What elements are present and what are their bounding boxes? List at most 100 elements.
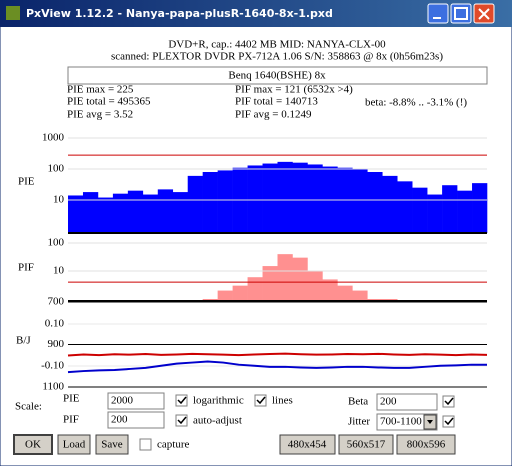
bar (232, 285, 248, 301)
panel-label: PIE (18, 176, 35, 188)
y-tick-label: 100 (48, 237, 65, 249)
y-tick-label: 100 (48, 163, 65, 175)
button-text: 560x517 (347, 439, 386, 451)
bar (262, 163, 278, 233)
y-tick-label: 10 (53, 265, 65, 277)
beta-line (67, 352, 488, 357)
button-text: Load (63, 439, 86, 451)
checkbox-label: capture (157, 439, 189, 451)
bar (68, 195, 84, 233)
bar (217, 290, 233, 301)
bar (277, 161, 293, 233)
capture-checkbox[interactable] (139, 438, 152, 451)
label: Jitter (348, 416, 370, 428)
ok-button[interactable] (13, 434, 53, 455)
bar (247, 165, 263, 233)
select[interactable] (376, 413, 438, 431)
bar (157, 189, 174, 233)
size-button[interactable] (338, 434, 394, 455)
button-text: 800x596 (407, 439, 446, 451)
size-button[interactable] (396, 434, 456, 455)
bar (112, 193, 129, 233)
bar (142, 194, 159, 233)
bar (247, 277, 263, 301)
y-tick-label: -0.10 (41, 360, 64, 372)
title-bar (0, 0, 512, 27)
size-button[interactable] (279, 434, 336, 455)
window-title: PxView 1.12.2 - Nanya-papa-plusR-1640-8x… (26, 7, 333, 20)
label: Beta (348, 396, 368, 408)
y-tick-label: 700 (48, 296, 65, 308)
button-text: Save (101, 439, 123, 451)
checkbox-label: logarithmic (193, 395, 244, 407)
panel-label: B/J (16, 335, 31, 347)
close-icon (478, 8, 490, 20)
save-button[interactable] (95, 434, 129, 455)
bar (217, 170, 233, 233)
bar (322, 279, 338, 301)
bar (127, 190, 144, 233)
bar (202, 172, 218, 233)
arrow-icon (427, 420, 433, 424)
y-tick-label: 0.10 (45, 318, 65, 330)
bar (292, 162, 308, 233)
stat: PIE max = 225 (67, 84, 134, 96)
scan-info: scanned: PLEXTOR DVDR PX-712A 1.06 S/N: … (111, 51, 443, 63)
bar (352, 169, 368, 233)
y-tick-label: 1000 (42, 132, 65, 144)
y-tick-label: 10 (53, 194, 65, 206)
bar (307, 271, 323, 301)
input-text: 2000 (111, 395, 134, 407)
input[interactable] (107, 411, 165, 429)
bar (442, 185, 458, 233)
bar (397, 181, 413, 233)
bar (352, 290, 368, 301)
button-text: OK (25, 439, 41, 451)
load-button[interactable] (57, 434, 91, 455)
bar (262, 266, 278, 301)
bar (412, 187, 428, 233)
stat: beta: -8.8% .. -3.1% (!) (365, 97, 467, 109)
bar (337, 285, 353, 301)
bar (172, 192, 189, 233)
button-text: 480x454 (288, 439, 327, 451)
bar (292, 257, 308, 301)
stat: PIF total = 140713 (235, 96, 318, 108)
label: PIE (63, 393, 80, 405)
plots: 1000 100 10 100 10 700 900 1100 0.10 -0.10 (41, 132, 488, 393)
bar (472, 183, 488, 233)
input[interactable] (376, 393, 438, 411)
bar (307, 164, 323, 233)
checkbox[interactable] (442, 395, 455, 408)
minimize-button[interactable] (427, 3, 449, 24)
jitter-line (67, 360, 487, 374)
drive-field[interactable] (67, 66, 488, 85)
checkbox[interactable] (175, 394, 188, 407)
label: PIF (63, 414, 79, 426)
input-text: 200 (380, 396, 397, 408)
checkbox[interactable] (442, 415, 455, 428)
checkbox-label: lines (272, 395, 293, 407)
app-icon (6, 6, 20, 20)
stat: PIF max = 121 (6532x >4) (235, 84, 353, 96)
bar (97, 197, 114, 233)
input-text: 200 (111, 414, 128, 426)
bar (427, 194, 443, 233)
y-tick-label: 900 (48, 338, 65, 350)
bar (82, 192, 99, 233)
bar (382, 175, 398, 233)
y-tick-label: 1100 (42, 381, 64, 393)
drive-text: Benq 1640(BSHE) 8x (228, 70, 326, 82)
panel-label: PIF (18, 262, 34, 274)
checkbox[interactable] (175, 414, 188, 427)
input[interactable] (107, 392, 165, 410)
stat: PIF avg = 0.1249 (235, 109, 312, 121)
label: Scale: (15, 401, 42, 413)
stat: PIE avg = 3.52 (67, 109, 133, 121)
select-text: 700-1100 (380, 416, 422, 428)
checkbox-label: auto-adjust (193, 415, 242, 427)
bar (457, 190, 473, 233)
bar (277, 254, 293, 301)
checkbox[interactable] (254, 394, 267, 407)
